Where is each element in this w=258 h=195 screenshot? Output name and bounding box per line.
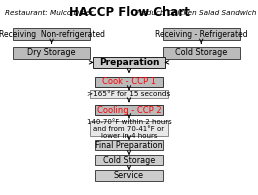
Text: Product: Chicken Salad Sandwich: Product: Chicken Salad Sandwich bbox=[135, 10, 257, 16]
FancyBboxPatch shape bbox=[95, 170, 163, 181]
Text: Final Preparation: Final Preparation bbox=[95, 141, 163, 150]
FancyBboxPatch shape bbox=[163, 28, 240, 41]
FancyBboxPatch shape bbox=[163, 47, 240, 58]
FancyBboxPatch shape bbox=[95, 140, 163, 150]
Text: Cold Storage: Cold Storage bbox=[103, 156, 155, 165]
Text: Cooling - CCP 2: Cooling - CCP 2 bbox=[97, 106, 161, 115]
Text: Cold Storage: Cold Storage bbox=[175, 48, 227, 57]
Text: HACCP Flow Chart: HACCP Flow Chart bbox=[69, 6, 189, 19]
FancyBboxPatch shape bbox=[90, 121, 168, 136]
FancyBboxPatch shape bbox=[93, 57, 165, 68]
Text: 140-70°F within 2 hours
and from 70-41°F or
lower in 4 hours: 140-70°F within 2 hours and from 70-41°F… bbox=[87, 119, 171, 139]
Text: >165°F for 15 seconds: >165°F for 15 seconds bbox=[87, 91, 171, 97]
Text: Receiving  Non-refrigerated: Receiving Non-refrigerated bbox=[0, 30, 104, 39]
Text: Dry Storage: Dry Storage bbox=[27, 48, 76, 57]
Text: Cook - CCP 1: Cook - CCP 1 bbox=[102, 77, 156, 86]
FancyBboxPatch shape bbox=[13, 28, 90, 41]
Text: Restaurant: Mulco Diner: Restaurant: Mulco Diner bbox=[5, 10, 93, 16]
FancyBboxPatch shape bbox=[95, 77, 163, 87]
FancyBboxPatch shape bbox=[13, 47, 90, 58]
Text: Receiving - Refrigerated: Receiving - Refrigerated bbox=[155, 30, 248, 39]
Text: Preparation: Preparation bbox=[99, 58, 159, 67]
FancyBboxPatch shape bbox=[95, 155, 163, 165]
FancyBboxPatch shape bbox=[95, 105, 163, 115]
Text: Service: Service bbox=[114, 171, 144, 180]
FancyBboxPatch shape bbox=[90, 90, 168, 98]
